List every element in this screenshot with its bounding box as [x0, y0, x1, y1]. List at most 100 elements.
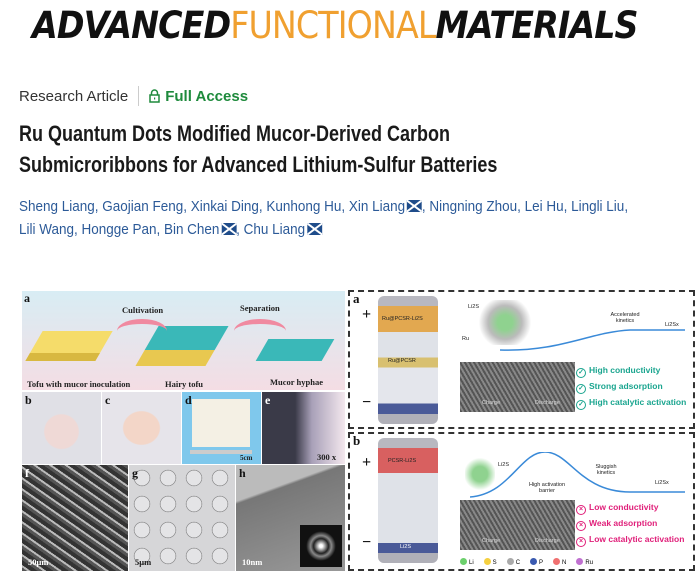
author-link[interactable]: Lei Hu — [524, 199, 564, 215]
panel-c-photo: c — [102, 392, 181, 464]
x-circle-icon: × — [576, 505, 586, 515]
panel-g-tem: g 5μm — [129, 465, 235, 571]
author-link[interactable]: Chu Liang — [243, 222, 306, 238]
benefit-item: ✓ High catalytic activation — [576, 397, 686, 410]
check-circle-icon: ✓ — [576, 384, 586, 394]
author-link[interactable]: Sheng Liang — [19, 199, 95, 215]
arrow-label: Separation — [240, 303, 280, 313]
minus-terminal: − — [362, 394, 372, 411]
li2s-cluster — [465, 454, 495, 494]
legend-item: S — [483, 558, 497, 566]
item-text: Weak adsorption — [589, 518, 658, 528]
ru-cluster — [475, 300, 535, 345]
element-legend: Li S C P N Ru — [460, 558, 593, 566]
check-circle-icon: ✓ — [576, 368, 586, 378]
atom-dot-icon — [576, 558, 584, 565]
discharge-label: Discharge — [535, 538, 560, 544]
panel-label: b — [353, 433, 361, 448]
barrier-label: High activation barrier — [528, 482, 566, 494]
layer-label: Ru@PCSR-Li2S — [382, 316, 423, 322]
author-line: Sheng Liang, Gaojian Feng, Xinkai Ding, … — [19, 199, 629, 215]
legend-label: S — [492, 560, 497, 566]
legend-item: Ru — [576, 558, 593, 566]
plus-terminal: + — [362, 454, 372, 471]
item-text: Low catalytic activation — [589, 534, 685, 544]
atom-dot-icon — [506, 558, 514, 565]
scale-label: 10nm — [242, 557, 263, 567]
panel-label: f — [25, 466, 29, 480]
product-label: Li2Sx — [655, 480, 669, 486]
tofu-block — [25, 331, 113, 361]
drawback-item: × Low catalytic activation — [576, 534, 684, 547]
molecule-label: Li2S — [468, 304, 480, 310]
legend-label: N — [562, 560, 567, 566]
x-circle-icon: × — [576, 521, 586, 531]
panel-f-sem: f 50μm — [22, 465, 128, 571]
minus-terminal: − — [362, 534, 372, 551]
author-link[interactable]: Hongge Pan — [81, 222, 157, 238]
journal-logo[interactable]: ADVANCEDFUNCTIONALMATERIALS — [32, 4, 638, 47]
benefit-item: ✓ Strong adsorption — [576, 381, 663, 394]
panel-label: h — [239, 466, 246, 480]
benefit-item: ✓ High conductivity — [576, 365, 660, 378]
panel-e-micrograph: e 300 x — [262, 392, 345, 464]
charge-label: Charge — [482, 538, 501, 544]
author-link[interactable]: Lingli Liu — [571, 199, 625, 215]
graphene-substrate: Charge Discharge — [460, 362, 575, 412]
title-line: Ru Quantum Dots Modified Mucor-Derived C… — [19, 121, 451, 146]
battery-illustration: Ru@PCSR-Li2S Ru@PCSR — [378, 296, 438, 424]
author-link[interactable]: Lili Wang — [19, 222, 74, 238]
product-label: Li2Sx — [665, 322, 679, 328]
author-link[interactable]: Ningning Zhou — [429, 199, 518, 215]
panel-h-hrtem: h 10nm — [236, 465, 345, 571]
scale-label: 300 x — [317, 452, 337, 462]
caption: Hairy tofu — [165, 379, 204, 389]
email-icon[interactable] — [221, 223, 237, 235]
layer-label: Ru@PCSR — [388, 358, 416, 364]
molecule-label: Li2S — [498, 462, 510, 468]
charge-label: Charge — [482, 400, 501, 406]
article-meta: Research Article Full Access — [19, 86, 248, 106]
legend-item: Li — [460, 558, 474, 566]
title-line: Submicroribbons for Advanced Lithium-Sul… — [19, 152, 498, 177]
email-icon[interactable] — [406, 200, 422, 212]
panel-label: a — [353, 291, 360, 306]
legend-item: C — [506, 558, 521, 566]
legend-label: P — [539, 560, 544, 566]
figure-right-panel-b: b + − PCSR-Li2S Li2S Li2S High activatio… — [348, 432, 695, 571]
legend-label: Li — [469, 560, 474, 566]
atom-dot-icon — [553, 558, 561, 565]
arrow-label: Cultivation — [122, 305, 164, 315]
figure-left: a Cultivation Separation Tofu with mucor… — [22, 291, 345, 571]
access-badge: Full Access — [165, 87, 249, 105]
item-text: Strong adsorption — [589, 381, 663, 391]
author-link[interactable]: Xin Liang — [348, 199, 406, 215]
author-line: Lili Wang, Hongge Pan, Bin Chen, Chu Lia… — [19, 219, 628, 242]
author-link[interactable]: Bin Chen — [163, 222, 220, 238]
plus-terminal: + — [362, 306, 372, 323]
legend-label: Ru — [585, 560, 594, 566]
carbon-sheet — [192, 399, 250, 447]
energy-curve — [470, 452, 685, 498]
panel-a-illustration: a Cultivation Separation Tofu with mucor… — [22, 291, 345, 390]
email-icon[interactable] — [307, 223, 322, 235]
atom-dot-icon — [530, 558, 538, 565]
kinetics-label: Accelerated kinetics — [610, 312, 640, 324]
graphene-substrate: Charge Discharge — [460, 500, 575, 550]
author-link[interactable]: Kunhong Hu — [266, 199, 342, 215]
scale-label: 50μm — [28, 557, 49, 567]
legend-item: N — [553, 558, 566, 566]
atom-dot-icon — [460, 558, 467, 565]
x-circle-icon: × — [576, 537, 586, 547]
author-link[interactable]: Xinkai Ding — [190, 199, 259, 215]
logo-advanced: ADVANCED — [32, 4, 231, 47]
layer-label: Li2S — [400, 544, 412, 550]
panel-label: b — [25, 393, 32, 407]
logo-materials: MATERIALS — [435, 4, 639, 47]
ruler — [190, 450, 252, 454]
author-link[interactable]: Gaojian Feng — [102, 199, 184, 215]
legend-label: C — [515, 560, 521, 566]
item-text: Low conductivity — [589, 502, 659, 512]
panel-label: e — [265, 393, 271, 407]
panel-label: c — [105, 393, 111, 407]
